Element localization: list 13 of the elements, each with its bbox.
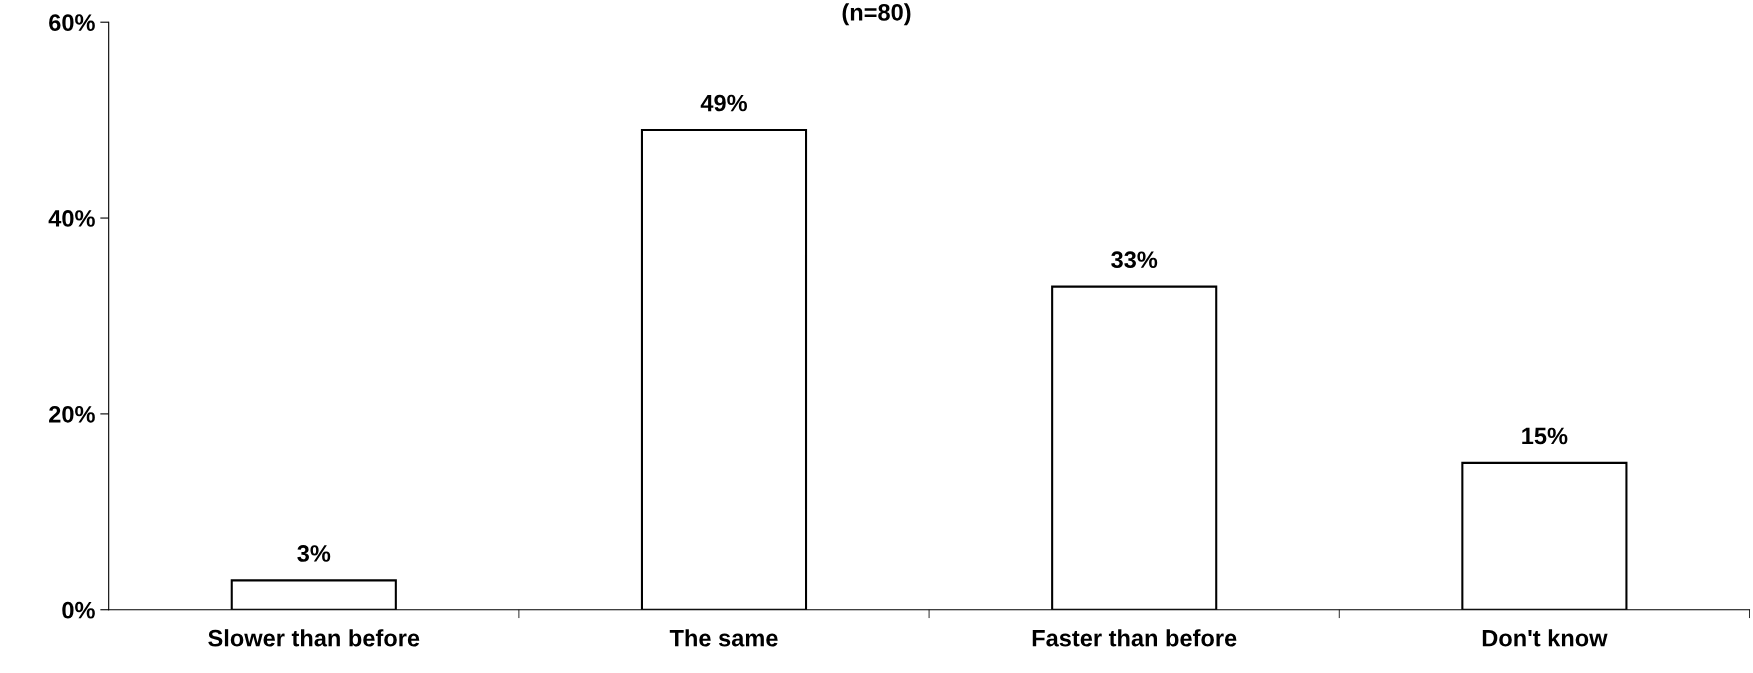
chart-title: (n=80)	[842, 3, 911, 26]
x-tick-label: Faster than before	[1032, 629, 1237, 647]
data-label: 15%	[1522, 427, 1568, 445]
y-tick-label: 60%	[49, 14, 95, 31]
y-tick-label: 0%	[62, 601, 95, 619]
data-label: 49%	[700, 94, 747, 112]
x-tick-label: The same	[669, 629, 778, 647]
y-tick-label: 20%	[49, 405, 95, 423]
data-label: 3%	[297, 545, 331, 562]
data-label: 33%	[1111, 251, 1158, 269]
x-tick-label: Don't know	[1482, 629, 1608, 647]
x-tick-label: Slower than before	[208, 629, 420, 647]
y-tick-label: 40%	[48, 210, 95, 227]
